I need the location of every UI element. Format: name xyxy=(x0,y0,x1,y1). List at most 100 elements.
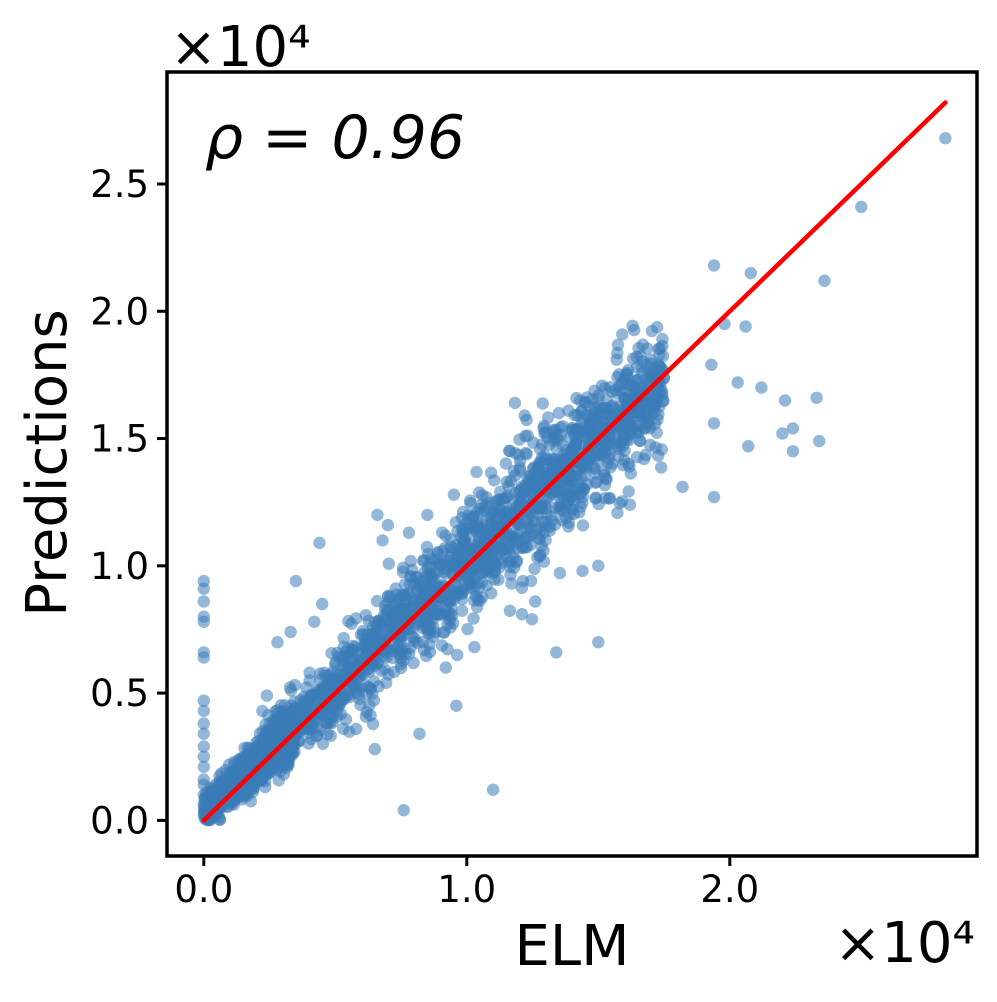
data-point xyxy=(786,445,800,458)
data-point xyxy=(499,491,513,504)
data-point xyxy=(197,788,210,802)
data-point xyxy=(742,440,755,453)
data-point xyxy=(436,526,449,539)
data-point xyxy=(503,604,517,617)
data-point xyxy=(622,485,635,498)
data-point xyxy=(259,766,273,779)
data-point xyxy=(260,689,274,702)
data-point xyxy=(404,554,417,568)
data-point xyxy=(437,626,451,639)
data-point xyxy=(366,717,380,731)
data-point xyxy=(641,416,654,430)
data-point xyxy=(623,498,637,511)
data-point xyxy=(360,644,374,657)
data-point xyxy=(329,656,342,669)
data-point xyxy=(284,625,297,639)
data-point xyxy=(786,422,800,435)
data-point xyxy=(519,429,532,443)
data-point xyxy=(423,620,437,634)
data-point xyxy=(325,710,338,723)
data-point xyxy=(351,681,364,694)
data-point xyxy=(536,397,549,410)
data-point xyxy=(380,646,393,659)
data-point xyxy=(197,595,210,608)
data-point xyxy=(655,443,668,456)
data-point xyxy=(313,536,326,550)
y-tick-label: 0.5 xyxy=(90,672,149,715)
data-point xyxy=(576,519,590,532)
data-point xyxy=(550,646,563,659)
data-point xyxy=(407,656,420,670)
correlation-annotation: ρ = 0.96 xyxy=(205,103,465,173)
data-point xyxy=(739,320,752,333)
data-point xyxy=(598,479,612,492)
data-point xyxy=(540,508,553,522)
data-point xyxy=(592,559,605,572)
data-point xyxy=(589,476,602,489)
data-point xyxy=(515,480,529,493)
data-point xyxy=(489,512,503,526)
data-point xyxy=(636,338,649,351)
data-point xyxy=(610,353,623,366)
y-axis-offset-label: ×10⁴ xyxy=(170,15,311,80)
data-point xyxy=(648,362,661,376)
data-point xyxy=(272,774,285,787)
data-point xyxy=(451,648,464,662)
data-point xyxy=(554,501,567,515)
data-point xyxy=(276,752,289,766)
data-point xyxy=(611,338,625,351)
data-point xyxy=(342,688,355,702)
y-tick-label: 0.0 xyxy=(90,799,149,842)
data-point xyxy=(453,552,466,566)
data-point xyxy=(583,415,597,428)
data-point xyxy=(778,394,792,407)
data-point xyxy=(707,259,721,272)
data-point xyxy=(549,423,563,437)
data-point xyxy=(461,622,474,636)
data-point xyxy=(271,636,284,649)
data-point xyxy=(656,332,669,346)
data-point xyxy=(308,615,321,628)
data-point xyxy=(420,540,434,554)
data-point xyxy=(510,555,523,569)
data-point xyxy=(508,396,522,410)
data-point xyxy=(464,538,478,551)
data-point xyxy=(624,467,637,480)
data-point xyxy=(284,684,298,697)
data-point xyxy=(533,549,547,562)
data-point xyxy=(755,381,768,394)
data-point xyxy=(444,607,457,620)
data-point xyxy=(707,417,721,430)
data-point xyxy=(197,717,210,730)
data-point xyxy=(427,567,440,581)
data-point xyxy=(197,727,210,740)
data-point xyxy=(447,488,461,501)
x-axis-offset-label: ×10⁴ xyxy=(834,911,975,976)
data-point xyxy=(325,647,338,660)
data-point xyxy=(475,498,488,511)
data-point xyxy=(397,804,410,817)
data-point xyxy=(197,651,210,664)
data-point xyxy=(528,481,541,494)
data-point xyxy=(592,636,605,649)
y-tick-label: 2.5 xyxy=(90,163,149,206)
data-point xyxy=(388,599,402,612)
y-axis-label: Predictions xyxy=(15,309,80,616)
data-point xyxy=(650,321,664,334)
data-point xyxy=(539,533,552,547)
data-point xyxy=(776,427,789,440)
data-point xyxy=(611,506,624,520)
data-point xyxy=(639,448,652,462)
data-point xyxy=(450,699,463,712)
data-point xyxy=(371,508,384,522)
x-axis-ticks: 0.0 1.0 2.0 xyxy=(174,856,759,911)
data-point xyxy=(337,631,350,645)
data-point xyxy=(618,432,631,445)
data-point xyxy=(197,760,210,774)
data-point xyxy=(455,604,469,617)
data-point xyxy=(515,608,529,621)
data-point xyxy=(256,704,269,718)
data-point xyxy=(542,470,556,483)
data-point xyxy=(486,783,500,796)
